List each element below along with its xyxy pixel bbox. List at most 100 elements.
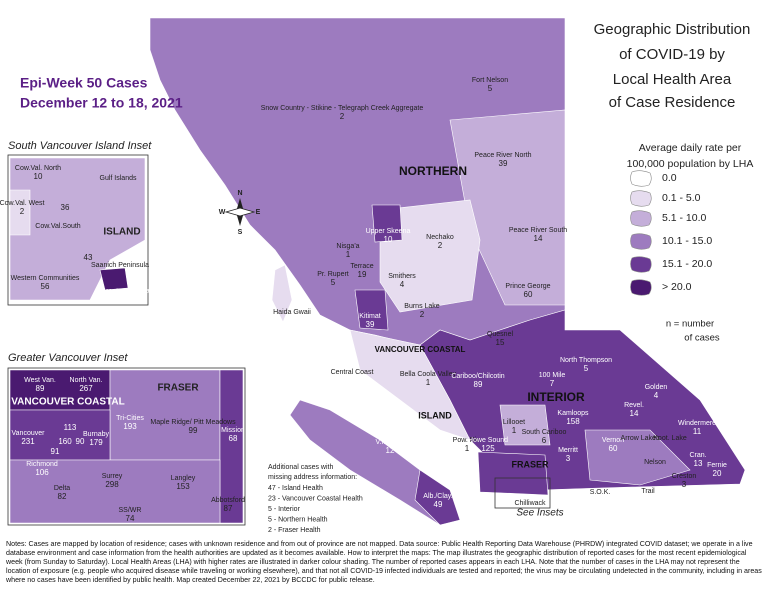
case-count: 14	[534, 234, 543, 243]
legend-swatch	[630, 170, 652, 187]
case-count: 5	[488, 84, 493, 93]
case-count: 1	[346, 250, 351, 259]
region-name: Mission	[221, 427, 245, 434]
region-name: Smithers	[388, 273, 416, 280]
region-name: Kamloops	[557, 410, 589, 417]
legend-swatch	[630, 279, 652, 296]
title: Geographic Distribution	[594, 21, 751, 38]
case-count: 179	[89, 438, 103, 447]
legend-label: 15.1 - 20.0	[662, 258, 712, 270]
region-name: Alb./Clay.	[423, 493, 452, 500]
region-name: Cow.Val.South	[35, 223, 81, 230]
case-count: 1	[465, 444, 470, 453]
region-name: Delta	[54, 485, 70, 492]
additional-item: 47 - Island Health	[268, 485, 323, 492]
region-name: Pr. Rupert	[317, 271, 349, 278]
region-name: 100 Mile	[539, 372, 566, 379]
region-name: Koot. Lake	[653, 435, 687, 442]
case-count: 125	[481, 444, 495, 453]
region-name: South Cariboo	[522, 429, 567, 436]
region-name: Langley	[171, 475, 196, 482]
region-name: VANCOUVER COASTAL	[11, 397, 125, 408]
case-count: 4	[654, 391, 659, 400]
compass-letter: S	[238, 229, 243, 236]
region-name: Arrow Lakes	[621, 435, 660, 442]
additional-title: Additional cases with	[268, 464, 333, 471]
case-count: 82	[58, 492, 67, 501]
region-name: Pow. Riv.	[453, 437, 482, 444]
notes: Notes: Cases are mapped by location of r…	[6, 540, 762, 584]
legend-label: 5.1 - 10.0	[662, 212, 707, 224]
region-name: Gulf Islands	[100, 175, 137, 182]
title: Local Health Area	[613, 71, 732, 88]
case-count: 43	[84, 253, 93, 262]
region-name: Golden	[645, 384, 668, 391]
region-name: Fernie	[707, 462, 727, 469]
case-count: 113	[64, 423, 77, 432]
case-count: 87	[224, 504, 233, 513]
legend-label: > 20.0	[662, 281, 692, 293]
case-count: 2	[20, 207, 25, 216]
case-count: 13	[694, 459, 703, 468]
case-count: 19	[358, 270, 367, 279]
title: of Case Residence	[609, 94, 736, 111]
region-name: Lillooet	[503, 419, 525, 426]
region-name: Nisga'a	[336, 243, 359, 250]
region-name: Creston	[672, 473, 697, 480]
case-count: 7	[550, 379, 555, 388]
case-count: 193	[123, 422, 137, 431]
case-count: 2	[420, 310, 425, 319]
region-name: S.O.K.	[590, 489, 611, 496]
case-count: 298	[105, 480, 119, 489]
case-count: 90	[76, 437, 85, 446]
see-insets: See Insets	[516, 508, 563, 519]
additional-item: 2 - Fraser Health	[268, 527, 321, 534]
region-name: Kitimat	[359, 313, 380, 320]
region-name: Nechako	[426, 234, 454, 241]
case-count: 5	[584, 364, 589, 373]
compass-letter: N	[237, 190, 242, 197]
case-count: 20	[713, 469, 722, 478]
region-name: Upper Skeena	[366, 228, 411, 235]
region-name: Tri-Cities	[116, 415, 144, 422]
case-count: 12	[386, 446, 395, 455]
legend-label: 0.1 - 5.0	[662, 192, 701, 204]
region-name: SS/WR	[119, 507, 142, 514]
case-count: 60	[524, 290, 533, 299]
region-name: Maple Ridge/ Pitt Meadows	[150, 419, 236, 426]
region-name: Burns Lake	[404, 303, 440, 310]
health-authority: INTERIOR	[527, 390, 585, 404]
region-name: Cariboo/Chilcotin	[451, 373, 504, 380]
case-count: 60	[609, 444, 618, 453]
case-count: 11	[693, 427, 702, 436]
case-count: 91	[51, 447, 60, 456]
region-name: Richmond	[26, 461, 58, 468]
region-name: ISLAND	[103, 227, 140, 238]
case-count: 49	[434, 500, 443, 509]
case-count: 160	[58, 437, 72, 446]
case-count: 74	[126, 514, 135, 523]
case-count: 36	[61, 203, 70, 212]
health-authority: ISLAND	[418, 410, 452, 420]
dates: December 12 to 18, 2021	[20, 95, 183, 111]
case-count: 5	[331, 278, 336, 287]
case-count: 4	[400, 280, 405, 289]
health-authority: VANCOUVER COASTAL	[375, 345, 466, 354]
region-name: V.I. North	[376, 439, 405, 446]
legend-title: Average daily rate per	[639, 142, 742, 154]
region-name: Abbotsford	[211, 497, 245, 504]
case-count: 267	[79, 384, 93, 393]
region-name: Vernon	[602, 437, 624, 444]
legend-swatch	[630, 210, 652, 227]
case-count: 158	[566, 417, 580, 426]
region-name: Fort Nelson	[472, 77, 508, 84]
case-count: 89	[474, 380, 483, 389]
map-shapes	[7, 17, 746, 526]
region-name: Vancouver	[12, 430, 46, 437]
legend-note: n = number	[666, 319, 714, 330]
region-name: Snow Country - Stikine - Telegraph Creek…	[261, 105, 424, 112]
region-name: Trail	[641, 488, 655, 495]
additional-item: 5 - Northern Health	[268, 516, 328, 523]
legend-label: 0.0	[662, 172, 677, 184]
compass-letter: E	[256, 209, 261, 216]
